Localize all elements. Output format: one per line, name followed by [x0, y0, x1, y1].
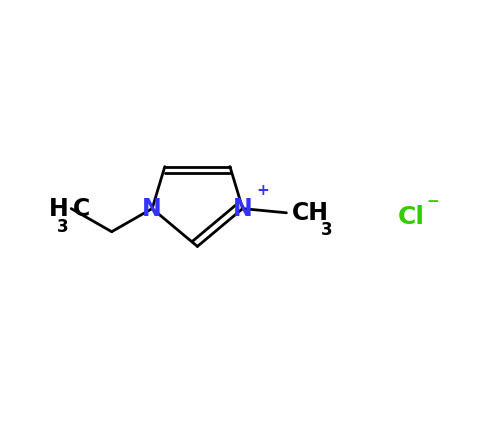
Text: 3: 3	[57, 218, 69, 236]
Text: −: −	[426, 194, 439, 210]
Text: +: +	[256, 183, 269, 198]
Text: N: N	[142, 197, 162, 220]
Text: Cl: Cl	[397, 205, 424, 229]
Text: H: H	[49, 197, 69, 220]
Text: 3: 3	[320, 221, 332, 239]
Text: N: N	[233, 197, 252, 220]
Text: C: C	[73, 197, 90, 220]
Text: CH: CH	[292, 201, 329, 225]
